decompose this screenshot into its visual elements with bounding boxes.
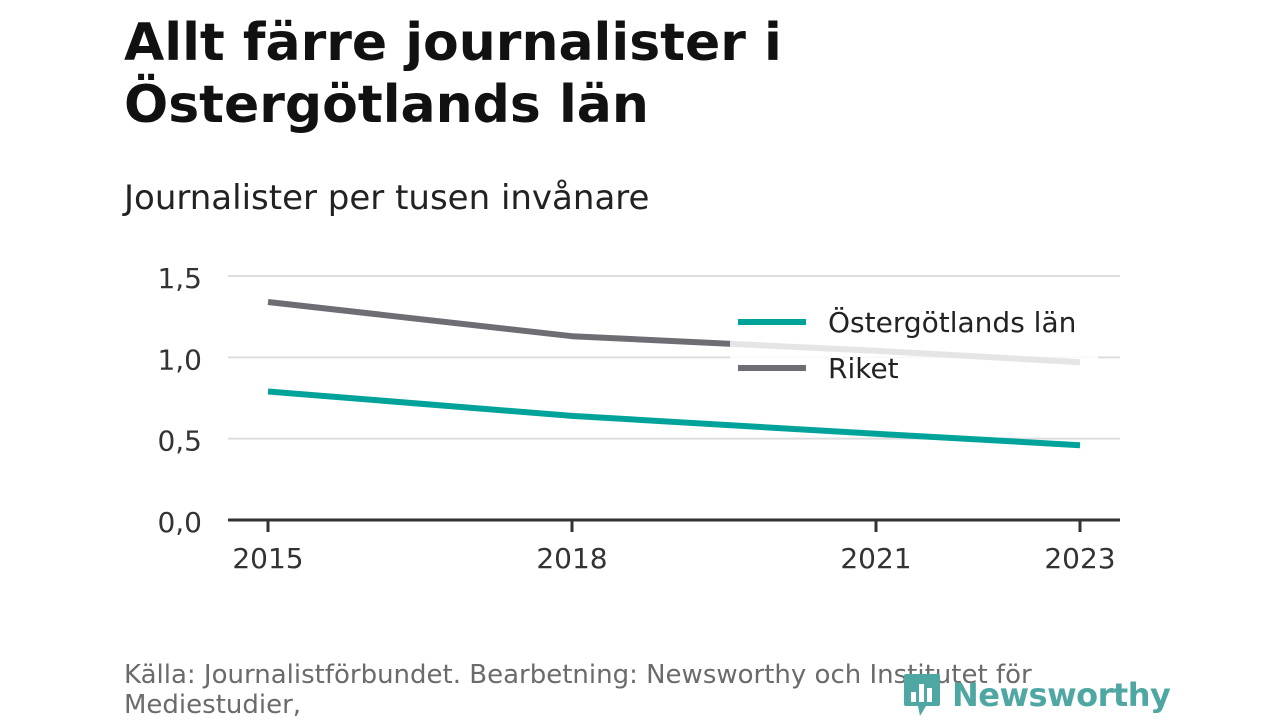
source-note: Källa: Journalistförbundet. Bearbetning:… — [124, 660, 1032, 720]
brand-name: Newsworthy — [952, 676, 1171, 714]
legend-label: Riket — [828, 352, 899, 385]
y-tick-labels: 0,0 0,5 1,0 1,5 — [157, 262, 202, 539]
brand-logo: Newsworthy — [902, 670, 1171, 720]
x-tick-label: 2021 — [840, 542, 911, 575]
legend-background — [730, 298, 1098, 390]
x-tick-label: 2015 — [232, 542, 303, 575]
newsworthy-logo-icon — [904, 674, 940, 716]
chart-subtitle: Journalister per tusen invånare — [124, 178, 650, 218]
legend: Östergötlands län Riket — [730, 298, 1098, 390]
y-tick-label: 0,0 — [157, 506, 202, 539]
legend-label: Östergötlands län — [828, 305, 1076, 339]
x-axis: 2015 2018 2021 2023 — [228, 518, 1120, 575]
chart-title: Allt färre journalister i Östergötlands … — [124, 13, 782, 135]
x-tick-label: 2023 — [1044, 542, 1115, 575]
x-tick-label: 2018 — [536, 542, 607, 575]
y-tick-label: 1,5 — [157, 262, 202, 295]
y-tick-label: 0,5 — [157, 425, 202, 458]
y-tick-label: 1,0 — [157, 343, 202, 376]
series-line-ostergotland — [267, 388, 1081, 449]
